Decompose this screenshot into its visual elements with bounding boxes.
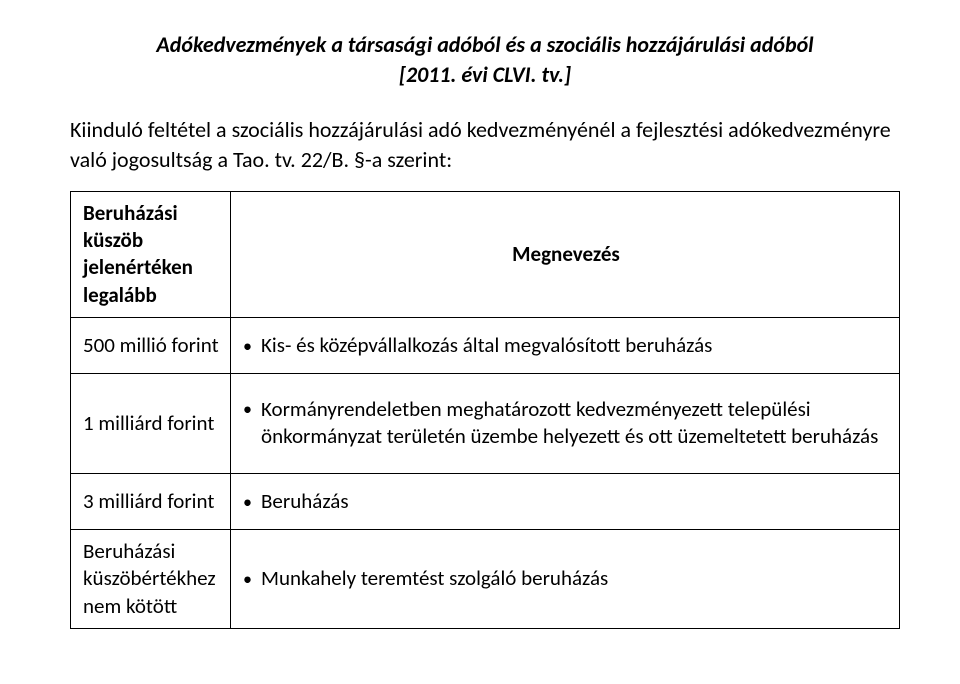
table-row: 1 milliárd forint • Kormányrendeletben m…	[71, 373, 900, 473]
title-line-2: [2011. évi CLVI. tv.]	[70, 60, 900, 90]
threshold-cell: 3 milliárd forint	[71, 473, 231, 529]
header-right: Megnevezés	[231, 191, 900, 317]
threshold-cell: 1 milliárd forint	[71, 373, 231, 473]
description-cell: • Kis- és középvállalkozás által megvaló…	[231, 317, 900, 373]
threshold-cell: 500 millió forint	[71, 317, 231, 373]
table-row: Beruházási küszöbértékhez nem kötött • M…	[71, 529, 900, 628]
bullet-icon: •	[243, 333, 261, 358]
bullet-icon: •	[243, 396, 261, 421]
description-cell: • Beruházás	[231, 473, 900, 529]
table-row: 500 millió forint • Kis- és középvállalk…	[71, 317, 900, 373]
bullet-text: Kormányrendeletben meghatározott kedvezm…	[261, 396, 889, 451]
benefits-table: Beruházási küszöb jelenértéken legalább …	[70, 191, 900, 629]
intro-paragraph: Kiinduló feltétel a szociális hozzájárul…	[70, 115, 900, 174]
table-row: 3 milliárd forint • Beruházás	[71, 473, 900, 529]
header-left: Beruházási küszöb jelenértéken legalább	[71, 191, 231, 317]
bullet-text: Beruházás	[261, 488, 889, 515]
description-cell: • Munkahely teremtést szolgáló beruházás	[231, 529, 900, 628]
bullet-text: Munkahely teremtést szolgáló beruházás	[261, 565, 889, 592]
table-header-row: Beruházási küszöb jelenértéken legalább …	[71, 191, 900, 317]
description-cell: • Kormányrendeletben meghatározott kedve…	[231, 373, 900, 473]
title-line-1: Adókedvezmények a társasági adóból és a …	[70, 30, 900, 60]
threshold-cell: Beruházási küszöbértékhez nem kötött	[71, 529, 231, 628]
title-block: Adókedvezmények a társasági adóból és a …	[70, 30, 900, 89]
bullet-text: Kis- és középvállalkozás által megvalósí…	[261, 332, 889, 359]
slide-page: Adókedvezmények a társasági adóból és a …	[0, 0, 960, 659]
bullet-icon: •	[243, 566, 261, 591]
bullet-icon: •	[243, 489, 261, 514]
